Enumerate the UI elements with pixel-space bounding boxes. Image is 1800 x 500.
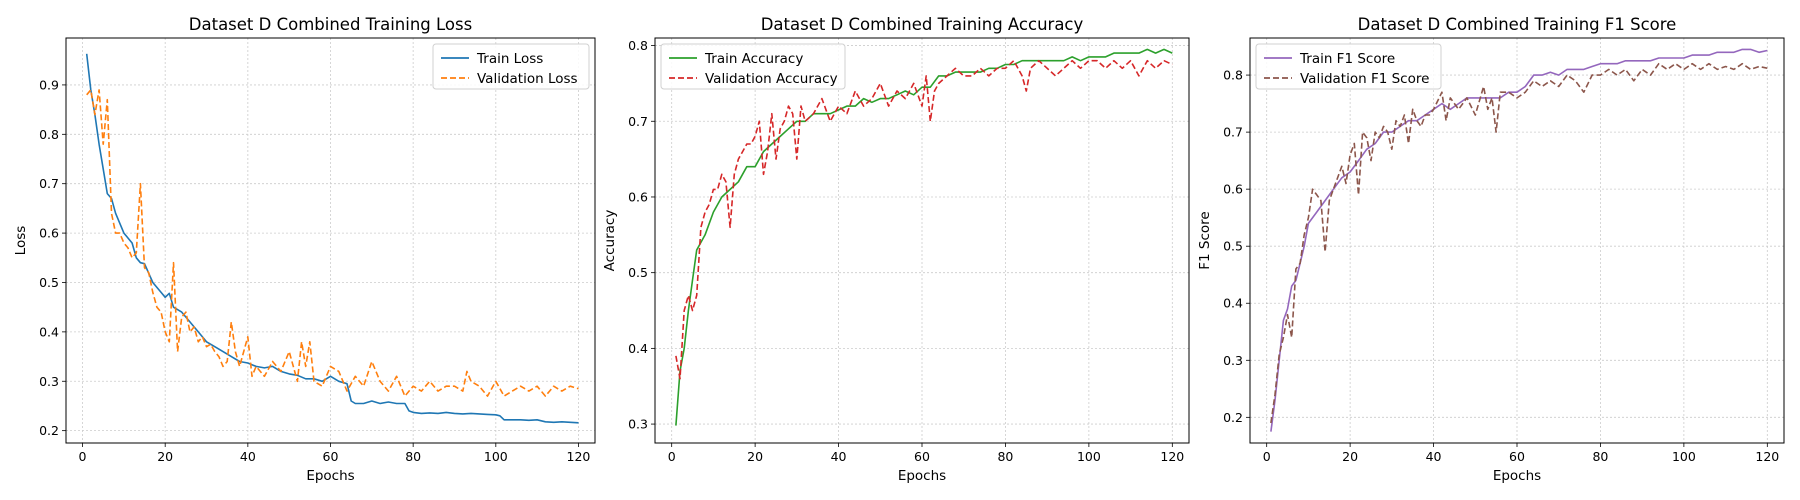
y-tick-label: 0.6 <box>1223 182 1243 197</box>
x-tick-label: 120 <box>567 449 591 464</box>
series-line-validation-f1-score <box>1270 62 1768 424</box>
x-tick-label: 120 <box>1160 449 1184 464</box>
chart-title: Dataset D Combined Training F1 Score <box>1358 15 1677 34</box>
y-tick-label: 0.6 <box>628 189 648 204</box>
y-tick-label: 0.7 <box>1223 125 1243 140</box>
x-tick-label: 40 <box>831 449 847 464</box>
y-tick-label: 0.3 <box>1223 353 1243 368</box>
legend-label: Train F1 Score <box>1299 51 1395 67</box>
x-tick-label: 20 <box>157 449 173 464</box>
x-tick-label: 80 <box>405 449 421 464</box>
y-tick-label: 0.2 <box>1223 410 1243 425</box>
y-tick-label: 0.8 <box>628 38 648 53</box>
y-axis-label: Accuracy <box>602 210 618 272</box>
y-tick-label: 0.2 <box>39 423 59 438</box>
x-tick-label: 100 <box>484 449 508 464</box>
series-line-validation-accuracy <box>675 59 1173 380</box>
y-tick-label: 0.7 <box>39 176 59 191</box>
x-tick-label: 100 <box>1077 449 1101 464</box>
y-tick-label: 0.9 <box>39 77 59 92</box>
y-tick-label: 0.7 <box>628 114 648 129</box>
series-line-train-accuracy <box>675 48 1173 426</box>
legend-box <box>1255 43 1442 90</box>
x-axis-label: Epochs <box>306 468 354 484</box>
y-tick-label: 0.5 <box>628 265 648 280</box>
series-line-train-f1-score <box>1270 48 1768 432</box>
f1-score-chart: 0 20 40 60 80 100 120 0.2 0.3 0.4 0.5 0.6 0.7 0.8 Data… <box>1197 15 1785 484</box>
x-tick-label: 80 <box>997 449 1013 464</box>
y-tick-label: 0.5 <box>39 275 59 290</box>
y-tick-label: 0.3 <box>39 374 59 389</box>
legend-label: Validation F1 Score <box>1300 71 1429 87</box>
x-tick-label: 60 <box>914 449 930 464</box>
legend: Train F1 Score Validation F1 Score <box>1255 43 1442 90</box>
chart-title: Dataset D Combined Training Loss <box>189 15 472 34</box>
y-tick-label: 0.3 <box>628 417 648 432</box>
x-tick-label: 20 <box>747 449 763 464</box>
legend: Train Accuracy Validation Accuracy <box>660 43 846 90</box>
legend-box <box>660 43 846 90</box>
legend-label: Train Loss <box>476 51 543 67</box>
legend-box <box>432 43 590 90</box>
x-tick-label: 120 <box>1755 449 1779 464</box>
x-tick-label: 0 <box>1263 449 1271 464</box>
x-tick-label: 40 <box>240 449 256 464</box>
x-tick-label: 20 <box>1342 449 1358 464</box>
series-line-train-loss <box>85 53 579 424</box>
chart-title: Dataset D Combined Training Accuracy <box>761 15 1084 34</box>
legend: Train Loss Validation Loss <box>432 43 590 90</box>
x-tick-label: 0 <box>79 449 87 464</box>
legend-label: Train Accuracy <box>704 51 803 67</box>
y-tick-label: 0.8 <box>39 127 59 142</box>
legend-label: Validation Accuracy <box>705 71 838 87</box>
y-axis-label: F1 Score <box>1197 211 1213 269</box>
x-axis-label: Epochs <box>1493 468 1541 484</box>
y-tick-label: 0.8 <box>1223 68 1243 83</box>
y-tick-label: 0.6 <box>39 226 59 241</box>
y-axis-label: Loss <box>13 226 29 256</box>
x-axis-label: Epochs <box>898 468 946 484</box>
x-tick-label: 0 <box>668 449 676 464</box>
loss-chart: 0 20 40 60 80 100 120 0.2 0.3 0.4 0.5 0.6 0.7 0.8 0.9 D… <box>13 15 596 484</box>
y-tick-label: 0.4 <box>628 341 648 356</box>
legend-label: Validation Loss <box>477 71 578 87</box>
y-tick-label: 0.5 <box>1223 239 1243 254</box>
x-tick-label: 60 <box>1509 449 1525 464</box>
x-tick-label: 80 <box>1592 449 1608 464</box>
x-tick-label: 40 <box>1426 449 1442 464</box>
accuracy-chart: 0 20 40 60 80 100 120 0.3 0.4 0.5 0.6 0.7 0.8 Dataset… <box>602 15 1190 484</box>
y-tick-label: 0.4 <box>39 324 59 339</box>
x-tick-label: 60 <box>323 449 339 464</box>
x-tick-label: 100 <box>1672 449 1696 464</box>
y-tick-label: 0.4 <box>1223 296 1243 311</box>
series-line-validation-loss <box>86 89 579 397</box>
